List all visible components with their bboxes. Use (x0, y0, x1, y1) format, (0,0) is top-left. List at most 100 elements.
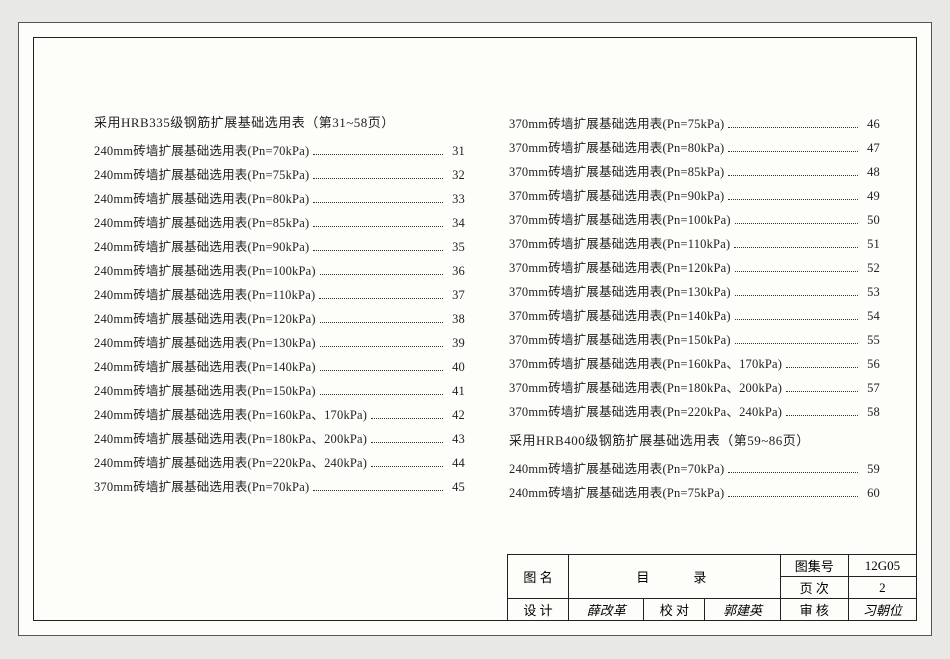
toc-page: 39 (447, 331, 465, 355)
leader-dots (319, 288, 443, 299)
tb-page-value: 2 (848, 577, 916, 599)
toc-label: 370mm砖墙扩展基础选用表(Pn=140kPa) (509, 304, 731, 328)
leader-dots (734, 237, 858, 248)
toc-label: 240mm砖墙扩展基础选用表(Pn=85kPa) (94, 211, 309, 235)
toc-page: 49 (862, 184, 880, 208)
toc-label: 240mm砖墙扩展基础选用表(Pn=80kPa) (94, 187, 309, 211)
leader-dots (735, 213, 858, 224)
toc-page: 46 (862, 112, 880, 136)
toc-row: 240mm砖墙扩展基础选用表(Pn=110kPa)37 (94, 283, 465, 307)
leader-dots (786, 357, 858, 368)
toc-row: 370mm砖墙扩展基础选用表(Pn=70kPa) 45 (94, 475, 465, 499)
toc-page: 52 (862, 256, 880, 280)
toc-right-column: 370mm砖墙扩展基础选用表(Pn=75kPa)46 370mm砖墙扩展基础选用… (509, 112, 880, 550)
toc-label: 240mm砖墙扩展基础选用表(Pn=75kPa) (509, 481, 724, 505)
toc-row: 240mm砖墙扩展基础选用表(Pn=85kPa) 34 (94, 211, 465, 235)
leader-dots (728, 462, 858, 473)
leader-dots (371, 432, 443, 443)
toc-label: 240mm砖墙扩展基础选用表(Pn=140kPa) (94, 355, 316, 379)
leader-dots (313, 480, 443, 491)
toc-label: 370mm砖墙扩展基础选用表(Pn=150kPa) (509, 328, 731, 352)
leader-dots (786, 381, 858, 392)
leader-dots (735, 261, 858, 272)
toc-row: 370mm砖墙扩展基础选用表(Pn=100kPa)50 (509, 208, 880, 232)
toc-page: 41 (447, 379, 465, 403)
toc-page: 34 (447, 211, 465, 235)
toc-row: 240mm砖墙扩展基础选用表(Pn=70kPa) 59 (509, 457, 880, 481)
leader-dots (320, 384, 443, 395)
toc-page: 33 (447, 187, 465, 211)
toc-label: 240mm砖墙扩展基础选用表(Pn=110kPa) (94, 283, 315, 307)
toc-label: 240mm砖墙扩展基础选用表(Pn=150kPa) (94, 379, 316, 403)
tb-check-sign: 郭建英 (705, 599, 780, 621)
toc-page: 38 (447, 307, 465, 331)
toc-label: 370mm砖墙扩展基础选用表(Pn=100kPa) (509, 208, 731, 232)
tb-drawing-name-value: 目 录 (569, 555, 781, 599)
leader-dots (313, 240, 443, 251)
toc-page: 53 (862, 280, 880, 304)
toc-page: 42 (447, 403, 465, 427)
toc-page: 59 (862, 457, 880, 481)
toc-row: 240mm砖墙扩展基础选用表(Pn=80kPa) 33 (94, 187, 465, 211)
toc-row: 240mm砖墙扩展基础选用表(Pn=100kPa)36 (94, 259, 465, 283)
leader-dots (728, 117, 858, 128)
toc-label: 370mm砖墙扩展基础选用表(Pn=220kPa、240kPa) (509, 400, 782, 424)
toc-page: 45 (447, 475, 465, 499)
toc-content: 采用HRB335级钢筋扩展基础选用表（第31~58页） 240mm砖墙扩展基础选… (94, 112, 880, 550)
leader-dots (320, 312, 443, 323)
toc-row: 370mm砖墙扩展基础选用表(Pn=180kPa、200kPa)57 (509, 376, 880, 400)
toc-row: 240mm砖墙扩展基础选用表(Pn=120kPa) 38 (94, 307, 465, 331)
toc-page: 51 (862, 232, 880, 256)
toc-page: 58 (862, 400, 880, 424)
toc-row: 240mm砖墙扩展基础选用表(Pn=220kPa、240kPa) 44 (94, 451, 465, 475)
tb-set-no-value: 12G05 (848, 555, 916, 577)
toc-page: 32 (447, 163, 465, 187)
toc-row: 370mm砖墙扩展基础选用表(Pn=220kPa、240kPa) 58 (509, 400, 880, 424)
toc-page: 35 (447, 235, 465, 259)
toc-page: 44 (447, 451, 465, 475)
tb-page-label: 页 次 (780, 577, 848, 599)
leader-dots (728, 165, 858, 176)
toc-label: 370mm砖墙扩展基础选用表(Pn=70kPa) (94, 475, 309, 499)
leader-dots (735, 285, 858, 296)
tb-set-no-label: 图集号 (780, 555, 848, 577)
toc-page: 55 (862, 328, 880, 352)
leader-dots (371, 456, 443, 467)
toc-page: 54 (862, 304, 880, 328)
toc-label: 370mm砖墙扩展基础选用表(Pn=80kPa) (509, 136, 724, 160)
toc-label: 240mm砖墙扩展基础选用表(Pn=160kPa、170kPa) (94, 403, 367, 427)
leader-dots (371, 408, 443, 419)
toc-label: 240mm砖墙扩展基础选用表(Pn=70kPa) (94, 139, 309, 163)
left-heading: 采用HRB335级钢筋扩展基础选用表（第31~58页） (94, 112, 465, 131)
leader-dots (735, 333, 858, 344)
toc-row: 240mm砖墙扩展基础选用表(Pn=90kPa)35 (94, 235, 465, 259)
toc-page: 56 (862, 352, 880, 376)
tb-check-label: 校 对 (644, 599, 705, 621)
leader-dots (313, 216, 443, 227)
toc-label: 240mm砖墙扩展基础选用表(Pn=120kPa) (94, 307, 316, 331)
leader-dots (313, 192, 443, 203)
toc-row: 370mm砖墙扩展基础选用表(Pn=140kPa) 54 (509, 304, 880, 328)
leader-dots (728, 486, 858, 497)
toc-label: 240mm砖墙扩展基础选用表(Pn=180kPa、200kPa) (94, 427, 367, 451)
toc-label: 240mm砖墙扩展基础选用表(Pn=70kPa) (509, 457, 724, 481)
toc-row: 370mm砖墙扩展基础选用表(Pn=110kPa) 51 (509, 232, 880, 256)
leader-dots (313, 144, 443, 155)
toc-row: 370mm砖墙扩展基础选用表(Pn=85kPa) 48 (509, 160, 880, 184)
tb-drawing-name-label: 图 名 (508, 555, 569, 599)
toc-row: 240mm砖墙扩展基础选用表(Pn=140kPa)40 (94, 355, 465, 379)
title-block: 图 名 目 录 图集号 12G05 页 次 2 设 计 薛改革 校 对 郭建英 … (507, 554, 917, 621)
toc-label: 370mm砖墙扩展基础选用表(Pn=85kPa) (509, 160, 724, 184)
leader-dots (735, 309, 858, 320)
tb-review-label: 审 核 (780, 599, 848, 621)
toc-label: 240mm砖墙扩展基础选用表(Pn=220kPa、240kPa) (94, 451, 367, 475)
toc-page: 48 (862, 160, 880, 184)
toc-row: 240mm砖墙扩展基础选用表(Pn=150kPa) 41 (94, 379, 465, 403)
toc-row: 240mm砖墙扩展基础选用表(Pn=75kPa)32 (94, 163, 465, 187)
toc-label: 370mm砖墙扩展基础选用表(Pn=110kPa) (509, 232, 730, 256)
toc-page: 36 (447, 259, 465, 283)
right-heading-2: 采用HRB400级钢筋扩展基础选用表（第59~86页） (509, 430, 880, 449)
toc-label: 240mm砖墙扩展基础选用表(Pn=130kPa) (94, 331, 316, 355)
toc-label: 370mm砖墙扩展基础选用表(Pn=90kPa) (509, 184, 724, 208)
toc-page: 60 (862, 481, 880, 505)
